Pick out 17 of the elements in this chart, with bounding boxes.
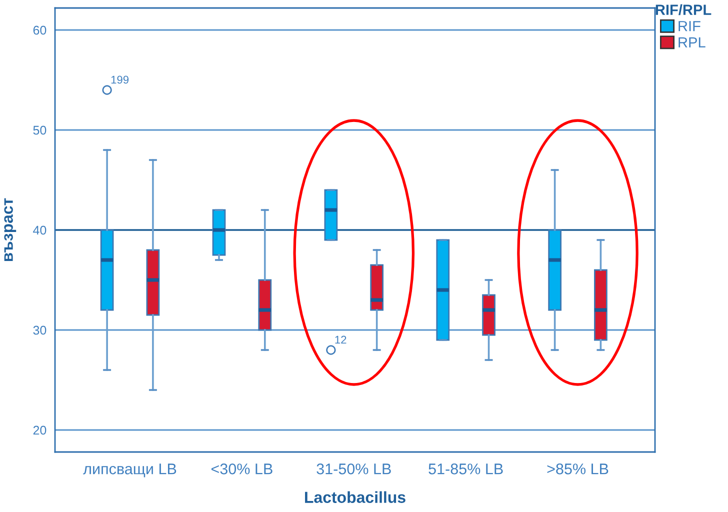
annotation: 199 — [111, 76, 129, 84]
x-tick-label: <30% LB — [211, 464, 272, 474]
x-tick-label: липсващи LB — [83, 464, 176, 478]
y-axis-title: възраст — [4, 198, 16, 262]
legend-title: RIF/RPL — [656, 4, 712, 16]
y-tick-label: 50 — [33, 126, 46, 135]
legend-label: RIF — [678, 21, 700, 32]
legend-label: RPL — [678, 37, 706, 48]
y-tick-label: 60 — [33, 26, 46, 35]
x-tick-label: >85% LB — [547, 464, 608, 474]
x-axis-title: Lactobacillus — [305, 491, 406, 503]
annotation: 12 — [335, 336, 346, 344]
y-tick-label: 20 — [33, 426, 46, 435]
x-tick-label: 51-85% LB — [428, 464, 503, 474]
x-tick-label: 31-50% LB — [316, 464, 391, 474]
y-tick-label: 30 — [33, 326, 46, 335]
y-tick-label: 40 — [33, 226, 46, 235]
